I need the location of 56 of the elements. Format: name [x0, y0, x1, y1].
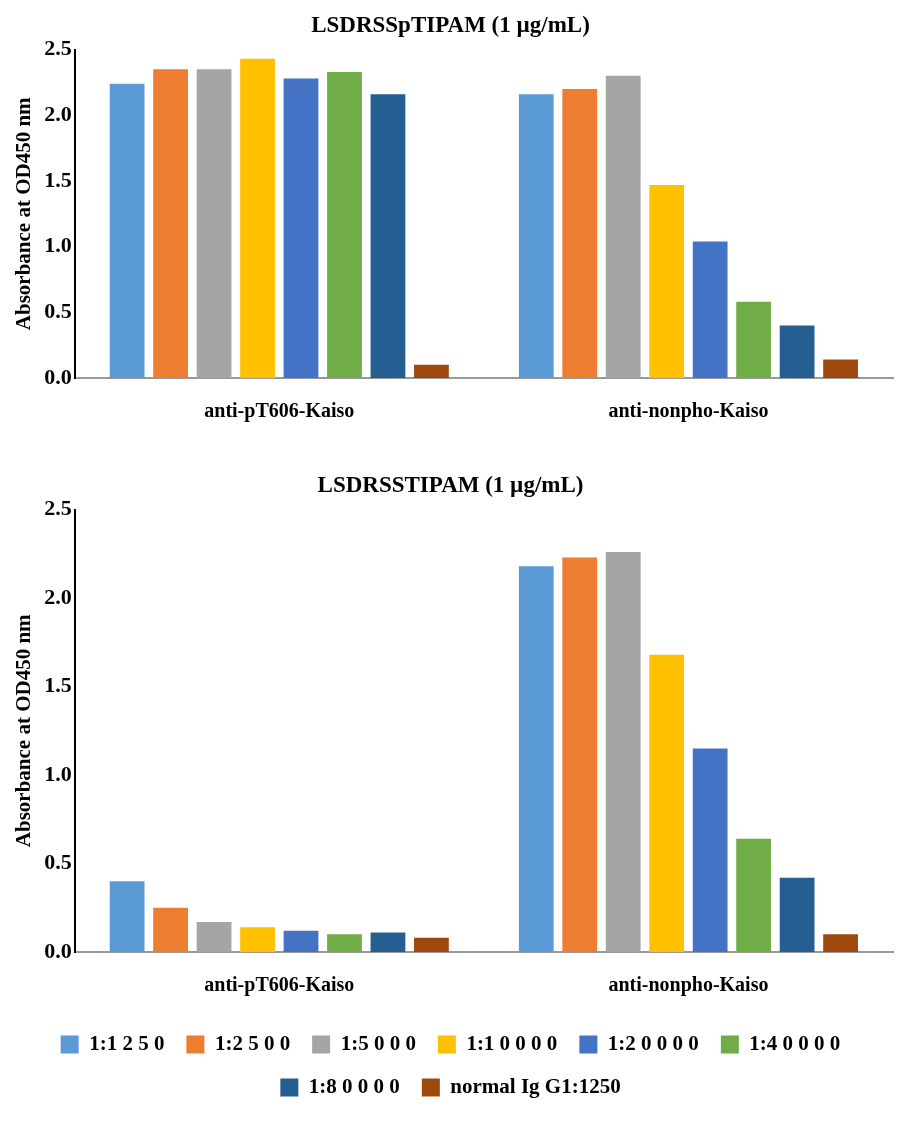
- bar: [649, 654, 685, 952]
- y-tick-label: 1.0: [44, 760, 72, 786]
- y-tick-label: 2.0: [44, 583, 72, 609]
- x-tick-label: anti-nonpho-Kaiso: [608, 973, 769, 997]
- y-tick-label: 1.5: [44, 672, 72, 698]
- y-tick-label: 1.5: [44, 166, 72, 192]
- legend-label: 1:5 0 0 0: [340, 1030, 416, 1055]
- bar: [562, 89, 598, 378]
- bar: [649, 184, 685, 378]
- bar: [414, 364, 449, 378]
- bar: [283, 930, 319, 952]
- y-tick-label: 0.0: [44, 937, 72, 963]
- x-tick-label: anti-pT606-Kaiso: [204, 399, 355, 423]
- y-tick-label: 1.0: [44, 232, 72, 258]
- bar: [736, 838, 772, 952]
- legend-label: 1:1 2 5 0: [89, 1030, 165, 1055]
- bar: [518, 566, 554, 952]
- legend-label: 1:2 5 0 0: [214, 1030, 291, 1055]
- bar: [327, 71, 362, 378]
- bar: [414, 937, 449, 952]
- bar: [109, 83, 145, 378]
- bar: [692, 241, 728, 378]
- y-tick-label: 2.5: [44, 495, 72, 521]
- y-tick-label: 0.0: [44, 363, 72, 389]
- bar: [109, 881, 145, 952]
- bar: [153, 69, 188, 378]
- bar: [370, 932, 406, 952]
- bar: [518, 94, 554, 378]
- legend-label: 1:8 0 0 0 0: [308, 1073, 400, 1098]
- chart-title: LSDRSSpTIPAM (1 µg/mL): [311, 11, 590, 37]
- bar: [283, 78, 319, 378]
- bar: [153, 907, 188, 952]
- legend-label: 1:2 0 0 0 0: [607, 1030, 699, 1055]
- bar: [240, 58, 275, 378]
- y-axis-title: Absorbance at OD450 nm: [11, 613, 36, 848]
- x-tick-label: anti-pT606-Kaiso: [204, 973, 355, 997]
- x-tick-label: anti-nonpho-Kaiso: [608, 399, 769, 423]
- legend-label: 1:1 0 0 0 0: [466, 1030, 558, 1055]
- bar: [370, 94, 406, 378]
- bar: [823, 359, 858, 378]
- bar: [779, 325, 815, 378]
- bar: [327, 934, 362, 952]
- y-axis-title: Absorbance at OD450 nm: [11, 96, 36, 331]
- bar: [240, 927, 275, 952]
- bar: [823, 934, 858, 952]
- chart-title: LSDRSSTIPAM (1 µg/mL): [317, 471, 584, 497]
- bar: [736, 301, 772, 378]
- y-tick-label: 0.5: [44, 849, 72, 875]
- bar: [779, 877, 815, 952]
- legend-label: 1:4 0 0 0 0: [749, 1030, 841, 1055]
- y-tick-label: 2.5: [44, 35, 72, 61]
- bar: [692, 748, 728, 952]
- y-tick-label: 2.0: [44, 100, 72, 126]
- legend-label: normal Ig G1:1250: [450, 1073, 621, 1098]
- bar: [562, 557, 598, 952]
- y-tick-label: 0.5: [44, 298, 72, 324]
